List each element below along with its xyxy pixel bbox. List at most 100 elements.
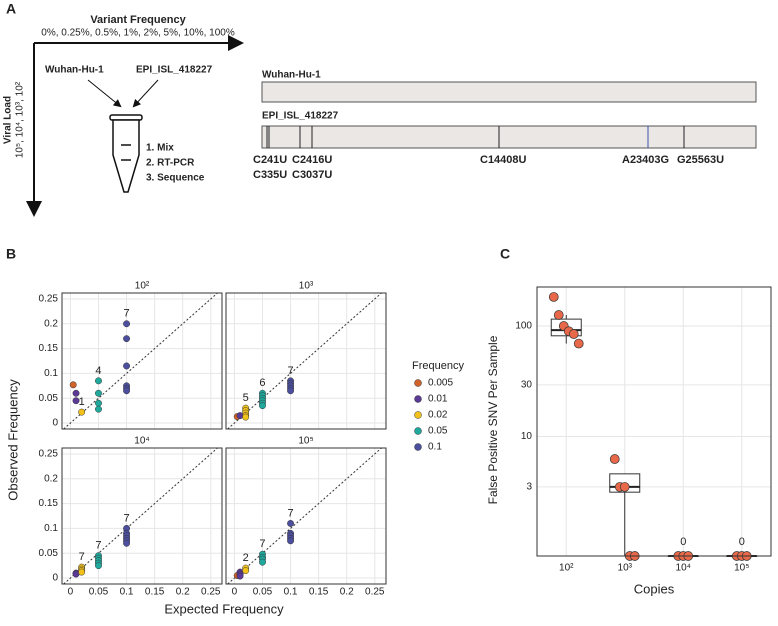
axis-label: Variant Frequency xyxy=(90,14,186,26)
count-label: 7 xyxy=(79,551,85,563)
facet-title: 10² xyxy=(135,281,150,292)
x-tick-label: 0.2 xyxy=(176,587,190,598)
point xyxy=(78,408,86,416)
mutation: C2416U xyxy=(292,154,332,166)
panel-border xyxy=(536,286,772,557)
point xyxy=(568,329,579,339)
point xyxy=(123,362,131,370)
point xyxy=(95,389,102,397)
axis-values: 0%, 0.25%, 0.5%, 1%, 2%, 5%, 10%, 100% xyxy=(41,28,235,39)
count-label: 0 xyxy=(680,536,686,548)
count-label: 7 xyxy=(123,512,129,524)
legend-swatch xyxy=(414,395,422,403)
point xyxy=(78,568,86,576)
count-label: 5 xyxy=(243,392,249,404)
facet-title: 10³ xyxy=(299,281,314,292)
point xyxy=(72,397,80,405)
x-axis-title: Expected Frequency xyxy=(164,601,284,616)
count-label: 6 xyxy=(259,377,265,389)
legend-label: 0.1 xyxy=(428,442,442,453)
tube xyxy=(109,114,143,193)
y-axis-title: False Positive SNV Per Sample xyxy=(486,335,500,504)
y-axis-title: Observed Frequency xyxy=(5,379,20,501)
count-label: 7 xyxy=(287,365,293,377)
y-tick-label: 0.2 xyxy=(44,318,58,329)
x-tick-label: 0.1 xyxy=(120,587,134,598)
point xyxy=(287,387,295,395)
legend-swatch xyxy=(414,427,422,435)
point xyxy=(95,399,102,407)
count-label: 2 xyxy=(243,552,249,564)
source-label: EPI_ISL_418227 xyxy=(136,65,213,76)
point xyxy=(287,519,295,527)
x-tick-label: 10² xyxy=(559,563,574,574)
facet-strip xyxy=(226,279,386,293)
point xyxy=(123,335,131,343)
legend-label: 0.05 xyxy=(428,426,448,437)
point xyxy=(236,572,244,580)
point xyxy=(259,558,266,566)
x-tick-label: 0 xyxy=(232,587,238,598)
identity-line xyxy=(227,447,382,585)
count-label: 4 xyxy=(95,365,101,377)
x-tick-label: 0.1 xyxy=(284,587,298,598)
legend-swatch xyxy=(414,411,422,419)
y-tick-label: 0.15 xyxy=(39,343,59,354)
point xyxy=(573,338,584,349)
genome-label: EPI_ISL_418227 xyxy=(262,111,339,122)
y-tick-label: 0.1 xyxy=(44,523,58,534)
count-label: 7 xyxy=(95,540,101,552)
count-label: 7 xyxy=(259,538,265,550)
point xyxy=(609,454,620,464)
point xyxy=(123,387,131,395)
y-tick-label: 0 xyxy=(52,418,58,429)
count-label: 1 xyxy=(79,396,85,408)
point xyxy=(553,310,564,320)
panel-border xyxy=(225,447,387,585)
point xyxy=(72,389,80,397)
x-tick-label: 10³ xyxy=(618,563,633,574)
y-tick-label: 10 xyxy=(521,431,533,442)
facet-title: 10⁵ xyxy=(298,436,313,447)
y-tick-label: 0.05 xyxy=(39,393,59,404)
x-tick-label: 0 xyxy=(68,587,74,598)
panel-letter: A xyxy=(6,1,16,17)
step: 2. RT-PCR xyxy=(146,158,195,169)
panel-letter: C xyxy=(500,246,510,262)
x-tick-label: 0.2 xyxy=(340,587,354,598)
point xyxy=(123,320,131,328)
point xyxy=(548,292,559,302)
y-tick-label: 0.2 xyxy=(44,473,58,484)
point xyxy=(95,562,102,570)
point xyxy=(69,381,77,389)
mutation: C241U xyxy=(253,154,287,166)
facet-strip xyxy=(62,279,222,293)
point xyxy=(95,377,102,385)
mutation: C335U xyxy=(253,169,287,181)
count-label: 7 xyxy=(287,507,293,519)
x-tick-label: 0.25 xyxy=(201,587,221,598)
legend-label: 0.02 xyxy=(428,410,448,421)
mutation: G25563U xyxy=(677,154,724,166)
y-tick-label: 0.1 xyxy=(44,368,58,379)
facet-title: 10⁴ xyxy=(134,436,149,447)
source-label: Wuhan-Hu-1 xyxy=(45,65,104,76)
identity-line xyxy=(63,447,218,585)
x-axis-title: Copies xyxy=(634,581,675,596)
legend-label: 0.01 xyxy=(428,394,448,405)
genome-label: Wuhan-Hu-1 xyxy=(262,70,321,81)
legend-swatch xyxy=(414,443,422,451)
panel-border xyxy=(61,447,223,585)
panel-letter: B xyxy=(6,246,16,262)
legend-title: Frequency xyxy=(412,360,464,372)
x-tick-label: 0.05 xyxy=(253,587,273,598)
count-label: 0 xyxy=(739,536,745,548)
arrow xyxy=(87,79,122,108)
x-tick-label: 10⁴ xyxy=(676,563,691,574)
point xyxy=(242,413,250,421)
point xyxy=(619,482,630,492)
panel-border xyxy=(225,292,387,430)
y-tick-label: 100 xyxy=(515,321,532,332)
x-tick-label: 0.05 xyxy=(89,587,109,598)
point xyxy=(287,537,295,545)
